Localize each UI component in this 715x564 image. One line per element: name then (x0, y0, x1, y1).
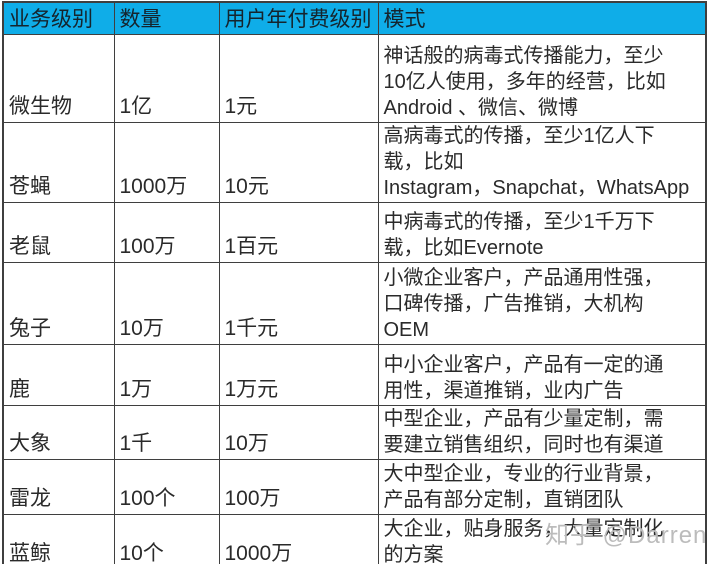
cell-level: 苍蝇 (2, 122, 115, 203)
cell-payment: 10元 (218, 122, 379, 203)
table-row-microbe: 微生物 1亿 1元 神话般的病毒式传播能力，至少 10亿人使用，多年的经营，比如… (2, 34, 707, 123)
cell-payment: 1万元 (218, 344, 379, 406)
cell-level: 雷龙 (2, 459, 115, 515)
cell-payment: 10万 (218, 405, 379, 460)
cell-level: 蓝鲸 (2, 514, 115, 564)
cell-quantity: 100个 (113, 459, 220, 515)
cell-mode: 高病毒式的传播，至少1亿人下 载，比如 Instagram，Snapchat，W… (377, 122, 707, 203)
cell-mode: 中小企业客户，产品有一定的通 用性，渠道推销，业内广告 (377, 344, 707, 406)
cell-quantity: 10万 (113, 262, 220, 345)
column-header-annual-payment: 用户年付费级别 (218, 1, 379, 35)
table-row-deer: 鹿 1万 1万元 中小企业客户，产品有一定的通 用性，渠道推销，业内广告 (2, 344, 707, 406)
column-header-quantity: 数量 (113, 1, 220, 35)
table-row-elephant: 大象 1千 10万 中型企业，产品有少量定制，需 要建立销售组织，同时也有渠道 (2, 405, 707, 460)
cell-quantity: 1000万 (113, 122, 220, 203)
cell-level: 大象 (2, 405, 115, 460)
cell-quantity: 10个 (113, 514, 220, 564)
cell-payment: 100万 (218, 459, 379, 515)
cell-level: 老鼠 (2, 202, 115, 263)
column-header-business-level: 业务级别 (2, 1, 115, 35)
table-row-mouse: 老鼠 100万 1百元 中病毒式的传播，至少1千万下 载，比如Evernote (2, 202, 707, 263)
cell-mode: 大中型企业，专业的行业背景， 产品有部分定制，直销团队 (377, 459, 707, 515)
cell-mode: 大企业，贴身服务，大量定制化 的方案 (377, 514, 707, 564)
cell-quantity: 100万 (113, 202, 220, 263)
table-row-fly: 苍蝇 1000万 10元 高病毒式的传播，至少1亿人下 载，比如 Instagr… (2, 122, 707, 203)
cell-quantity: 1千 (113, 405, 220, 460)
cell-quantity: 1万 (113, 344, 220, 406)
cell-mode: 中型企业，产品有少量定制，需 要建立销售组织，同时也有渠道 (377, 405, 707, 460)
column-header-mode: 模式 (377, 1, 707, 35)
cell-mode: 神话般的病毒式传播能力，至少 10亿人使用，多年的经营，比如 Android 、… (377, 34, 707, 123)
cell-level: 鹿 (2, 344, 115, 406)
table-row-blue-whale: 蓝鲸 10个 1000万 大企业，贴身服务，大量定制化 的方案 (2, 514, 707, 564)
cell-mode: 中病毒式的传播，至少1千万下 载，比如Evernote (377, 202, 707, 263)
cell-mode: 小微企业客户，产品通用性强， 口碑传播，广告推销，大机构 OEM (377, 262, 707, 345)
cell-payment: 1000万 (218, 514, 379, 564)
cell-payment: 1元 (218, 34, 379, 123)
header-row: 业务级别 数量 用户年付费级别 模式 (2, 1, 707, 35)
cell-level: 微生物 (2, 34, 115, 123)
table-row-brontosaurus: 雷龙 100个 100万 大中型企业，专业的行业背景， 产品有部分定制，直销团队 (2, 459, 707, 515)
cell-quantity: 1亿 (113, 34, 220, 123)
table-row-rabbit: 兔子 10万 1千元 小微企业客户，产品通用性强， 口碑传播，广告推销，大机构 … (2, 262, 707, 345)
cell-payment: 1千元 (218, 262, 379, 345)
cell-level: 兔子 (2, 262, 115, 345)
cell-payment: 1百元 (218, 202, 379, 263)
